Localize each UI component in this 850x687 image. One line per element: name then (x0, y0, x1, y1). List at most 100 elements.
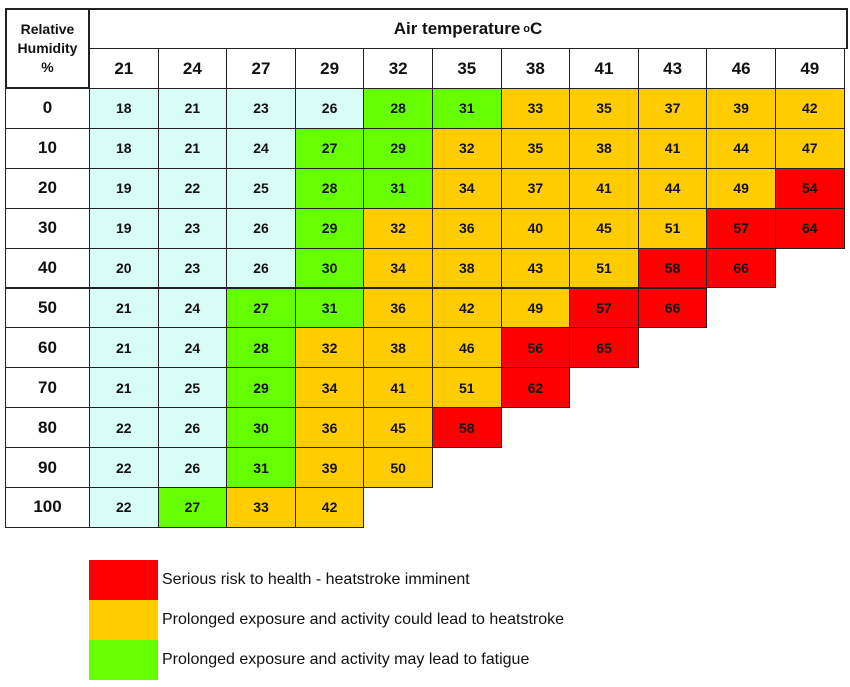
heat-index-cell: 38 (569, 127, 639, 169)
heat-index-cell: 57 (569, 287, 639, 329)
heat-index-cell: 23 (226, 88, 296, 129)
heat-index-cell: 32 (363, 207, 433, 249)
degree-sign: o (523, 23, 531, 35)
heat-index-cell: 27 (157, 487, 228, 528)
heat-index-cell: 42 (775, 88, 845, 129)
heat-index-cell: 22 (89, 407, 159, 449)
heat-index-cell: 18 (89, 88, 159, 129)
heat-index-cell: 26 (157, 407, 228, 449)
heat-index-cell: 45 (569, 207, 639, 249)
legend-swatch (89, 640, 158, 680)
heat-index-cell: 29 (363, 127, 433, 169)
heat-index-cell: 62 (500, 367, 571, 409)
heat-index-cell: 25 (157, 367, 228, 409)
heat-index-cell: 49 (500, 287, 571, 329)
heat-index-cell: 19 (89, 207, 159, 249)
humidity-label: 0 (5, 88, 90, 129)
heat-index-cell: 26 (226, 207, 296, 249)
heat-index-cell: 45 (363, 407, 433, 449)
heat-index-cell: 20 (89, 247, 159, 289)
heat-index-cell: 31 (363, 167, 433, 209)
humidity-label: 30 (5, 207, 90, 249)
legend-label: Prolonged exposure and activity may lead… (162, 651, 530, 668)
heat-index-cell: 32 (294, 327, 365, 369)
humidity-label: 90 (5, 447, 90, 488)
temperature-label: 21 (89, 48, 159, 89)
temperature-label: 32 (363, 48, 433, 89)
heat-index-cell: 26 (157, 447, 228, 488)
heat-index-cell: 35 (500, 127, 571, 169)
heat-index-cell: 19 (89, 167, 159, 209)
heat-index-cell: 44 (706, 127, 776, 169)
heat-index-cell: 39 (294, 447, 365, 488)
heat-index-cell: 58 (432, 407, 502, 449)
heat-index-cell: 31 (294, 287, 365, 329)
heat-index-cell: 57 (706, 207, 776, 249)
heat-index-cell: 49 (706, 167, 776, 209)
heat-index-cell: 66 (706, 247, 776, 289)
heat-index-cell: 31 (432, 88, 502, 129)
heat-index-cell: 22 (157, 167, 228, 209)
heat-index-cell: 41 (569, 167, 639, 209)
legend-label: Serious risk to health - heatstroke immi… (162, 571, 470, 588)
heat-index-cell: 27 (294, 127, 365, 169)
heat-index-cell: 30 (294, 247, 365, 289)
temperature-label: 38 (500, 48, 571, 89)
humidity-label: 50 (5, 287, 90, 329)
temperature-label: 43 (637, 48, 708, 89)
humidity-label: 10 (5, 127, 90, 169)
corner-line-2: Humidity (17, 40, 78, 56)
heat-index-cell: 38 (432, 247, 502, 289)
heat-index-cell: 65 (569, 327, 639, 369)
heat-index-cell: 21 (89, 367, 159, 409)
humidity-label: 60 (5, 327, 90, 369)
heat-index-cell: 22 (89, 447, 159, 488)
temperature-label: 35 (432, 48, 502, 89)
humidity-label: 40 (5, 247, 90, 289)
legend-swatch (89, 600, 158, 640)
heat-index-cell: 23 (157, 207, 228, 249)
heat-index-cell: 18 (89, 127, 159, 169)
temperature-label: 49 (775, 48, 845, 89)
heat-index-cell: 66 (637, 287, 708, 329)
heat-index-cell: 56 (500, 327, 571, 369)
heat-index-cell: 24 (226, 127, 296, 169)
humidity-label: 20 (5, 167, 90, 209)
heat-index-cell: 22 (89, 487, 159, 528)
heat-index-cell: 37 (500, 167, 571, 209)
temperature-label: 41 (569, 48, 639, 89)
heat-index-cell: 37 (637, 88, 708, 129)
heat-index-cell: 26 (294, 88, 365, 129)
heat-index-cell: 28 (363, 88, 433, 129)
humidity-label: 70 (5, 367, 90, 409)
heat-index-cell: 29 (226, 367, 296, 409)
heat-index-cell: 58 (637, 247, 708, 289)
heat-index-cell: 39 (706, 88, 776, 129)
heat-index-cell: 64 (775, 207, 845, 249)
temperature-label: 24 (157, 48, 228, 89)
heat-index-cell: 44 (637, 167, 708, 209)
temperature-header-text: Air temperature (393, 19, 521, 38)
heat-index-cell: 34 (432, 167, 502, 209)
heat-index-cell: 32 (432, 127, 502, 169)
heat-index-cell: 23 (157, 247, 228, 289)
heat-index-cell: 50 (363, 447, 433, 488)
heat-index-cell: 24 (157, 287, 228, 329)
heat-index-cell: 42 (294, 487, 365, 528)
heat-index-cell: 36 (432, 207, 502, 249)
heat-index-cell: 35 (569, 88, 639, 129)
temperature-header: Air temperature o C (89, 8, 848, 49)
heat-index-cell: 24 (157, 327, 228, 369)
heat-index-cell: 28 (226, 327, 296, 369)
heat-index-cell: 30 (226, 407, 296, 449)
temperature-label: 29 (294, 48, 365, 89)
heat-index-cell: 51 (637, 207, 708, 249)
heat-index-cell: 51 (569, 247, 639, 289)
heat-index-cell: 46 (432, 327, 502, 369)
heat-index-cell: 33 (500, 88, 571, 129)
temperature-label: 27 (226, 48, 296, 89)
heat-index-cell: 27 (226, 287, 296, 329)
heat-index-cell: 36 (363, 287, 433, 329)
heat-index-cell: 51 (432, 367, 502, 409)
legend-swatch (89, 560, 158, 600)
